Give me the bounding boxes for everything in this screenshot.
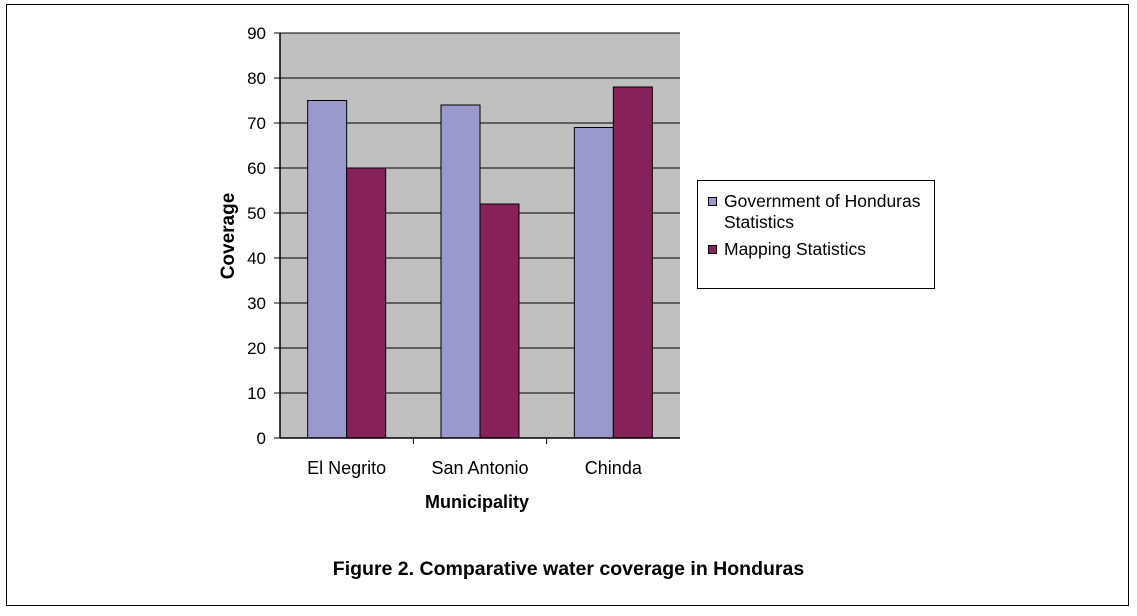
legend-label-government: Government of Honduras Statistics (724, 191, 921, 232)
bars (307, 86, 653, 439)
y-tick-label: 80 (247, 69, 266, 88)
y-axis-label: Coverage (218, 193, 239, 280)
legend-swatch-government (708, 197, 717, 206)
bar-chinda-series-0 (573, 127, 614, 439)
legend-item-mapping: Mapping Statistics (708, 239, 934, 260)
y-tick-label: 60 (247, 159, 266, 178)
bar-san-antonio-series-1 (479, 203, 520, 439)
y-tick-label: 50 (247, 204, 266, 223)
legend-item-government: Government of Honduras Statistics (708, 191, 934, 233)
x-tick-label: San Antonio (431, 458, 528, 478)
figure-caption: Figure 2. Comparative water coverage in … (332, 558, 805, 580)
y-tick-label: 20 (247, 339, 266, 358)
bar-el-negrito-series-0 (307, 100, 348, 439)
legend-label-mapping: Mapping Statistics (724, 239, 867, 259)
x-tick-labels: El Negrito San Antonio Chinda (307, 458, 643, 478)
axes (274, 32, 680, 444)
x-axis-label: Municipality (425, 492, 529, 512)
legend-swatch-mapping (708, 245, 717, 254)
y-tick-label: 30 (247, 294, 266, 313)
legend: Government of Honduras Statistics Mappin… (697, 180, 935, 289)
y-tick-label: 10 (247, 384, 266, 403)
y-tick-label: 0 (257, 429, 266, 448)
y-tick-labels: 0 10 20 30 40 50 60 70 80 90 (247, 24, 266, 448)
y-tick-label: 40 (247, 249, 266, 268)
figure-frame (6, 4, 1129, 606)
x-tick-label: El Negrito (307, 458, 386, 478)
bar-san-antonio-series-0 (440, 104, 481, 439)
x-tick-label: Chinda (585, 458, 643, 478)
bar-el-negrito-series-1 (346, 167, 387, 439)
bar-chinda-series-1 (612, 86, 653, 439)
y-tick-label: 70 (247, 114, 266, 133)
y-tick-label: 90 (247, 24, 266, 43)
